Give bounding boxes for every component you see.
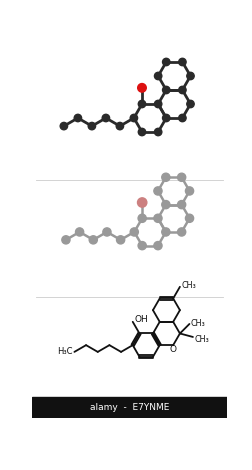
Circle shape bbox=[138, 214, 146, 222]
Circle shape bbox=[137, 84, 146, 92]
Circle shape bbox=[154, 128, 161, 136]
Circle shape bbox=[137, 198, 146, 207]
Circle shape bbox=[138, 100, 145, 108]
Circle shape bbox=[178, 58, 185, 66]
Circle shape bbox=[153, 242, 162, 250]
Circle shape bbox=[89, 236, 97, 244]
Circle shape bbox=[185, 214, 193, 222]
Bar bbox=[32, 397, 226, 418]
Text: CH₃: CH₃ bbox=[194, 335, 208, 344]
Circle shape bbox=[162, 114, 169, 122]
Circle shape bbox=[153, 214, 162, 222]
Circle shape bbox=[161, 201, 169, 209]
Circle shape bbox=[60, 122, 67, 130]
Circle shape bbox=[138, 128, 145, 136]
Circle shape bbox=[178, 114, 185, 122]
Circle shape bbox=[186, 100, 194, 108]
Circle shape bbox=[138, 242, 146, 250]
Circle shape bbox=[177, 201, 185, 209]
Circle shape bbox=[74, 114, 81, 122]
Circle shape bbox=[102, 114, 109, 122]
Circle shape bbox=[186, 72, 194, 80]
Circle shape bbox=[177, 228, 185, 236]
Circle shape bbox=[161, 228, 169, 236]
Text: H₃C: H₃C bbox=[57, 347, 73, 356]
Circle shape bbox=[178, 86, 185, 94]
Circle shape bbox=[116, 236, 124, 244]
Circle shape bbox=[161, 173, 169, 181]
Text: CH₃: CH₃ bbox=[190, 319, 205, 328]
Text: OH: OH bbox=[134, 315, 147, 324]
Circle shape bbox=[185, 187, 193, 195]
Circle shape bbox=[103, 228, 111, 236]
Circle shape bbox=[130, 114, 137, 122]
Text: alamy  -  E7YNME: alamy - E7YNME bbox=[90, 403, 169, 412]
Text: O: O bbox=[169, 345, 176, 353]
Circle shape bbox=[116, 122, 123, 130]
Circle shape bbox=[130, 228, 138, 236]
Circle shape bbox=[177, 173, 185, 181]
Circle shape bbox=[61, 236, 70, 244]
Circle shape bbox=[75, 228, 83, 236]
Circle shape bbox=[162, 86, 169, 94]
Circle shape bbox=[154, 100, 161, 108]
Circle shape bbox=[88, 122, 95, 130]
Text: CH₃: CH₃ bbox=[181, 281, 195, 290]
Circle shape bbox=[153, 187, 162, 195]
Circle shape bbox=[154, 72, 161, 80]
Circle shape bbox=[162, 58, 169, 66]
